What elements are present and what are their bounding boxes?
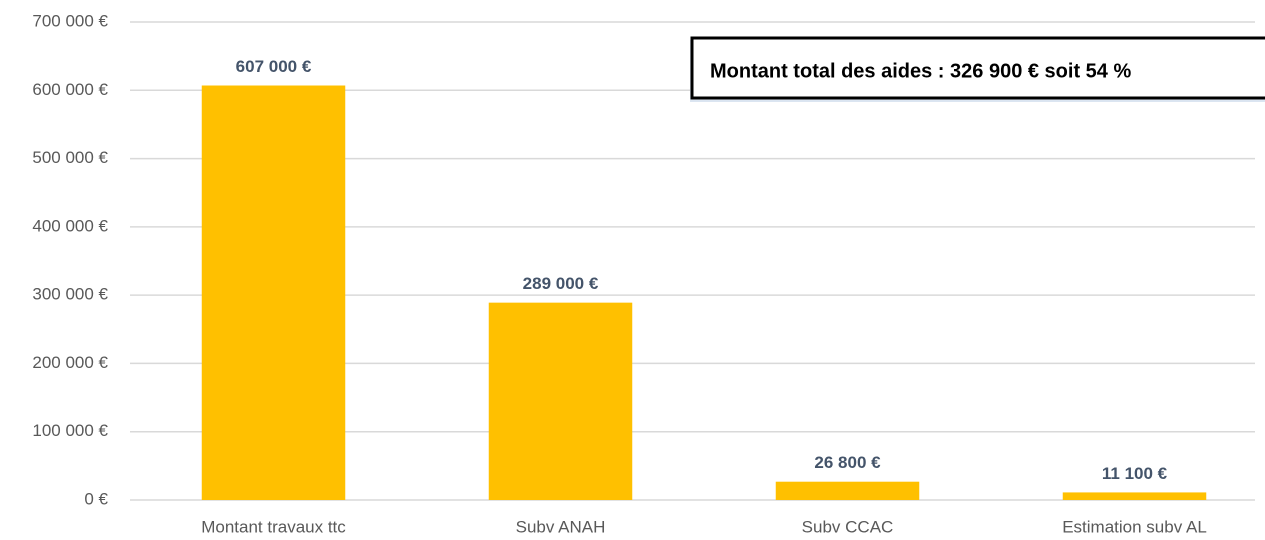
value-label: 289 000 €: [523, 274, 599, 293]
x-tick-label: Montant travaux ttc: [201, 517, 346, 536]
bar: [201, 85, 346, 501]
y-tick-label: 0 €: [84, 489, 108, 508]
annotation: Montant total des aides : 326 900 € soit…: [710, 60, 1131, 82]
bar: [1062, 492, 1207, 500]
value-label: 26 800 €: [814, 453, 881, 472]
bar: [488, 302, 633, 500]
y-tick-label: 100 000 €: [32, 421, 108, 440]
bar: [775, 481, 920, 500]
y-tick-label: 700 000 €: [32, 11, 108, 30]
x-tick-label: Subv ANAH: [516, 517, 606, 536]
x-tick-label: Estimation subv AL: [1062, 517, 1207, 536]
y-tick-label: 500 000 €: [32, 148, 108, 167]
value-label: 11 100 €: [1102, 464, 1168, 483]
x-tick-label: Subv CCAC: [802, 517, 894, 536]
value-label: 607 000 €: [236, 57, 312, 76]
annotation-box: [690, 36, 1265, 100]
y-tick-label: 600 000 €: [32, 80, 108, 99]
y-tick-label: 300 000 €: [32, 285, 108, 304]
y-tick-label: 200 000 €: [32, 353, 108, 372]
y-tick-label: 400 000 €: [32, 216, 108, 235]
